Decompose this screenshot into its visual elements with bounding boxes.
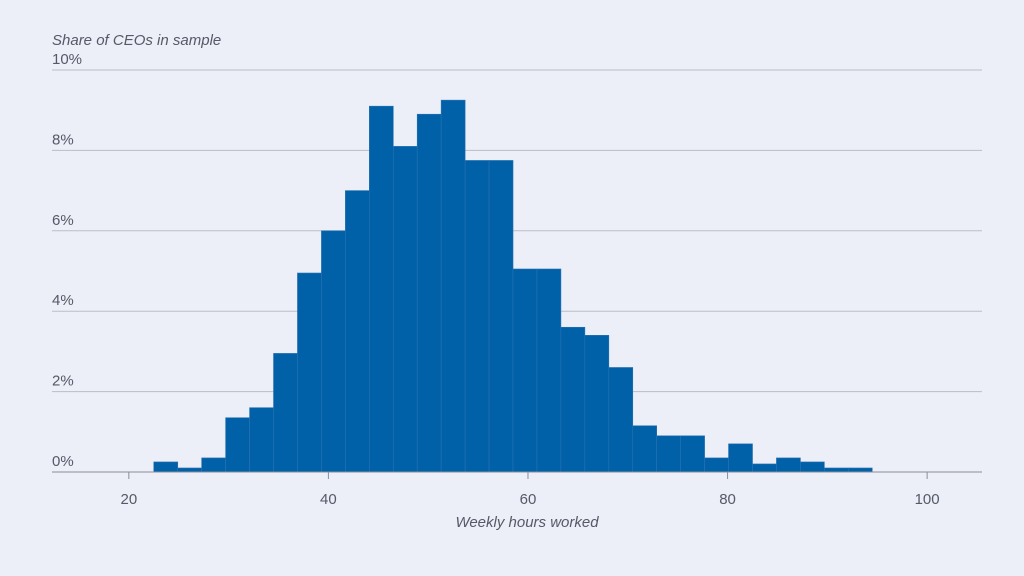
y-tick-label: 6% bbox=[52, 212, 74, 229]
bar bbox=[321, 230, 346, 473]
bar bbox=[800, 461, 825, 473]
bar bbox=[297, 272, 322, 473]
x-tick-label: 100 bbox=[915, 491, 940, 508]
bar bbox=[416, 113, 442, 473]
bar bbox=[369, 105, 394, 473]
y-tick-label: 0% bbox=[52, 453, 74, 470]
bar bbox=[776, 457, 801, 473]
bar bbox=[153, 461, 179, 473]
bar bbox=[656, 435, 681, 473]
bar bbox=[608, 367, 634, 473]
bar bbox=[560, 326, 586, 473]
y-tick-label: 8% bbox=[52, 131, 74, 148]
x-axis-title: Weekly hours worked bbox=[455, 514, 599, 531]
bar bbox=[392, 146, 418, 473]
bar bbox=[704, 457, 729, 473]
x-tick-label: 80 bbox=[719, 491, 736, 508]
x-tick-label: 20 bbox=[120, 491, 137, 508]
bar bbox=[201, 457, 226, 473]
bar bbox=[824, 467, 849, 473]
x-tick-label: 60 bbox=[520, 491, 537, 508]
bar bbox=[249, 407, 274, 473]
x-tick-label: 40 bbox=[320, 491, 337, 508]
bar bbox=[752, 463, 777, 473]
bar bbox=[512, 268, 538, 473]
bar bbox=[225, 417, 250, 473]
bar bbox=[584, 335, 610, 473]
bar bbox=[488, 160, 514, 473]
y-tick-label: 10% bbox=[52, 51, 82, 68]
y-tick-label: 4% bbox=[52, 292, 74, 309]
bar bbox=[728, 443, 753, 473]
bar bbox=[464, 160, 490, 473]
bar bbox=[440, 99, 466, 473]
y-axis-title: Share of CEOs in sample bbox=[52, 32, 221, 49]
bar bbox=[680, 435, 705, 473]
bar bbox=[536, 268, 562, 473]
bar bbox=[273, 353, 298, 473]
y-tick-label: 2% bbox=[52, 373, 74, 390]
bar bbox=[632, 425, 657, 473]
bar bbox=[177, 467, 202, 473]
bar bbox=[345, 190, 370, 473]
bar bbox=[847, 467, 873, 473]
